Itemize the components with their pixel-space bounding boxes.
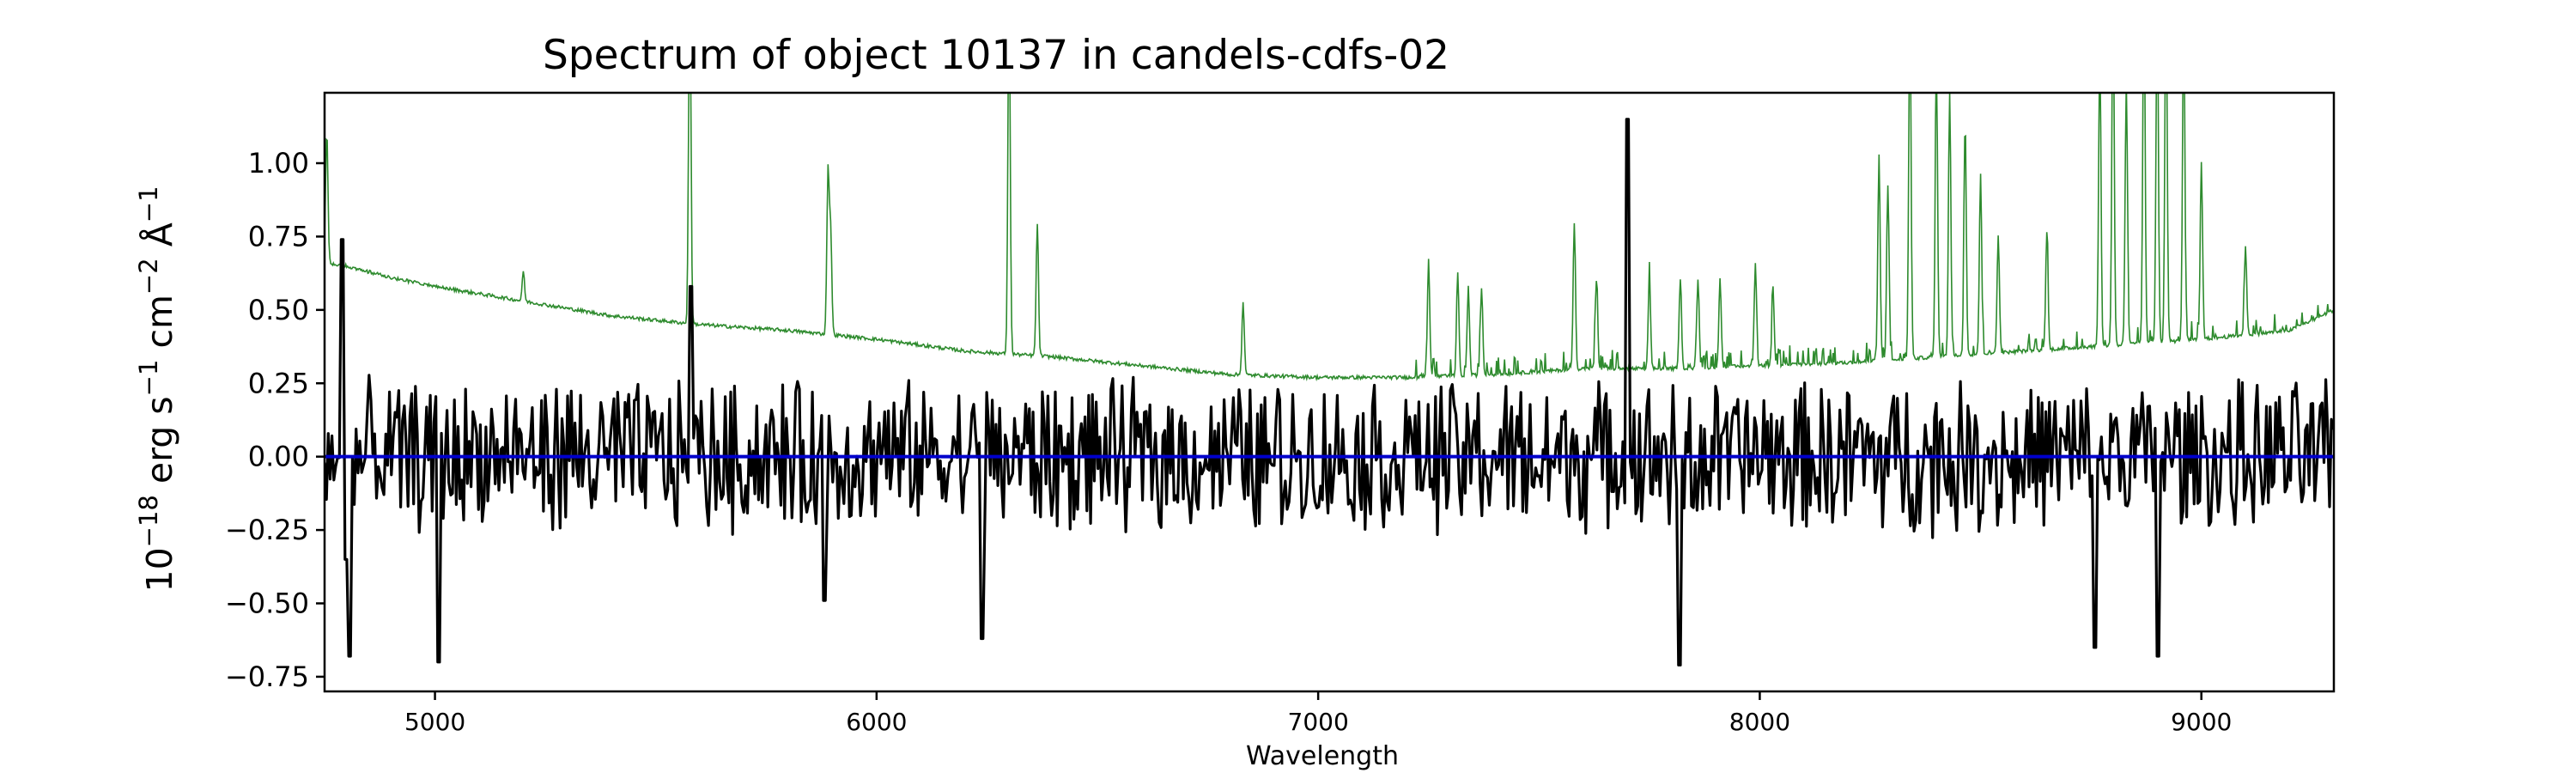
y-tick-label: −0.50 <box>225 587 309 620</box>
y-tick-label: 0.50 <box>248 294 309 326</box>
x-tick-label: 6000 <box>846 708 907 736</box>
x-tick-label: 7000 <box>1288 708 1349 736</box>
flux-spectrum-line <box>325 118 2334 666</box>
y-tick-label: 1.00 <box>248 147 309 180</box>
x-tick-label: 8000 <box>1729 708 1790 736</box>
y-axis-label: 10−18 erg s−1 cm−2 Å−1 <box>134 186 180 592</box>
y-tick-label: 0.00 <box>248 441 309 473</box>
plot-area <box>323 91 2336 693</box>
x-axis: 5000 6000 7000 8000 9000 <box>404 691 2232 736</box>
x-tick-label: 5000 <box>404 708 465 736</box>
y-tick-label: 0.25 <box>248 367 309 399</box>
x-tick-label: 9000 <box>2171 708 2232 736</box>
plot-frame <box>323 91 2336 693</box>
y-tick-label: −0.25 <box>225 514 309 546</box>
y-tick-label: 0.75 <box>248 220 309 253</box>
plot-series-group <box>325 93 2334 666</box>
x-axis-label: Wavelength <box>1246 741 1399 771</box>
chart-title: Spectrum of object 10137 in candels-cdfs… <box>543 32 1449 79</box>
y-tick-label: −0.75 <box>225 660 309 693</box>
error-spectrum-line <box>325 93 2334 382</box>
y-axis: −0.75 −0.50 −0.25 0.00 0.25 0.50 0.75 1.00 <box>225 147 325 693</box>
